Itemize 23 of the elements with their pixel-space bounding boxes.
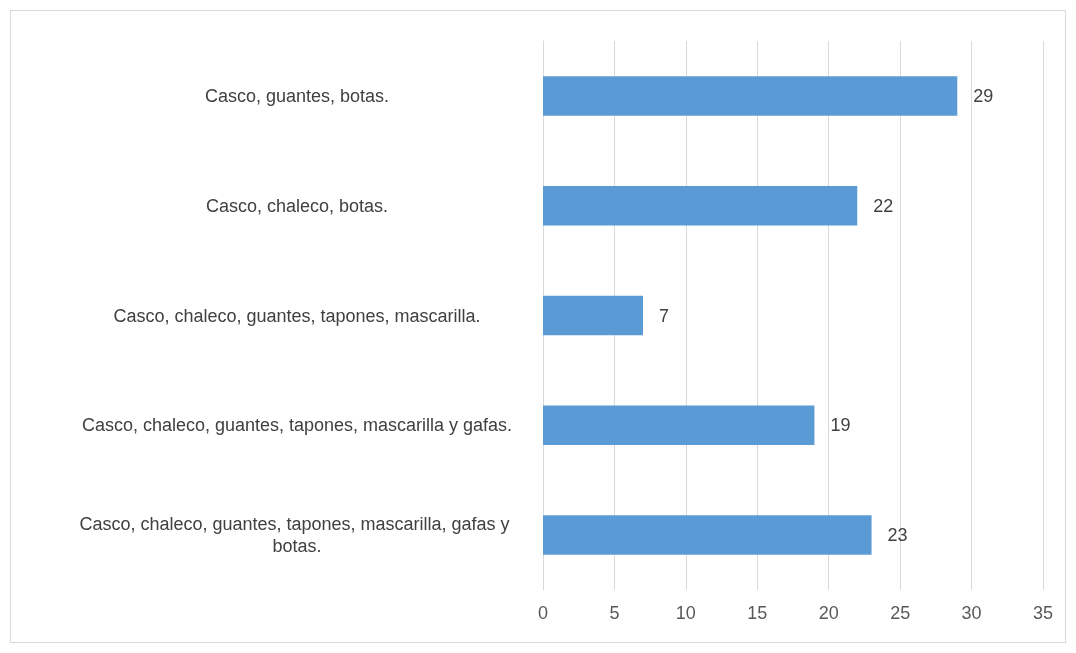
y-tick-label: Casco, guantes, botas.: [204, 85, 390, 106]
x-tick-label: 10: [675, 603, 696, 623]
data-label: 23: [887, 525, 908, 546]
data-label: 19: [830, 415, 851, 436]
x-tick-label: 5: [609, 603, 620, 623]
bar: [543, 185, 858, 226]
y-tick-label: Casco, chaleco, guantes, tapones, mascarilla y gafas.: [81, 415, 513, 436]
data-label: 29: [973, 85, 994, 106]
x-tick-label: 0: [537, 603, 549, 623]
x-tick-label: 25: [890, 603, 911, 623]
x-tick-label: 15: [747, 603, 768, 623]
x-tick-label: 30: [961, 603, 982, 623]
bar: [543, 515, 872, 555]
x-tick-label: 20: [818, 603, 839, 623]
x-tick-label: 35: [1032, 603, 1054, 623]
data-label: 22: [873, 195, 894, 216]
data-label: 7: [659, 305, 670, 326]
bar: [543, 405, 815, 446]
y-tick-label: Casco, chaleco, botas.: [205, 195, 389, 216]
bar: [543, 295, 643, 336]
y-tick-label: Casco, chaleco, guantes, tapones, mascarilla.: [113, 305, 481, 326]
bar: [543, 76, 958, 116]
y-tick-label: Casco, chaleco, guantes, tapones, mascarilla, gafas y botas.: [79, 514, 515, 557]
